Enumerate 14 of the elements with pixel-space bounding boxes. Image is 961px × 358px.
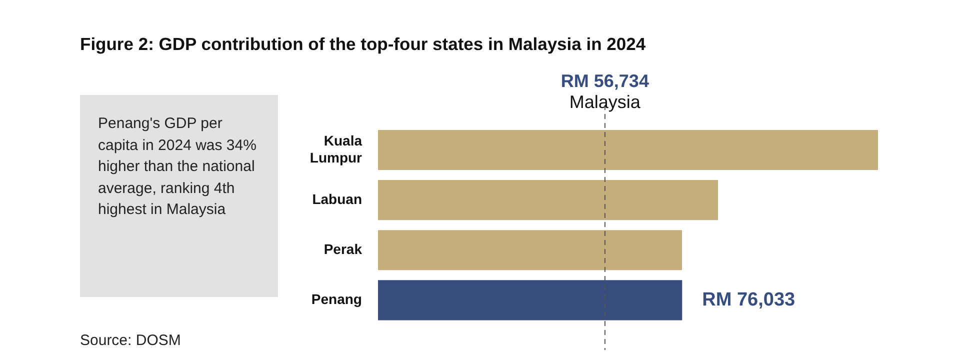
y-tick-label: Labuan xyxy=(312,190,362,207)
y-tick-label: Perak xyxy=(324,240,362,257)
bar xyxy=(378,280,682,320)
chart-title: Figure 2: GDP contribution of the top-four states in Malaysia in 2024 xyxy=(80,34,646,55)
bar xyxy=(378,180,718,220)
y-tick-label: Kuala Lumpur xyxy=(310,132,363,166)
bar xyxy=(378,230,682,270)
text: Penang's GDP per capita in 2024 was 34% higher than the national average, ranking 4th highest in Malaysia xyxy=(80,95,278,297)
data-label: RM 76,033 xyxy=(702,289,796,310)
y-tick-label: Penang xyxy=(311,291,362,308)
annotation: Malaysia xyxy=(569,92,642,112)
ref-line-label: RM 56,734 xyxy=(560,71,649,91)
source-note: Source: DOSM xyxy=(80,332,181,349)
bar xyxy=(378,130,878,170)
